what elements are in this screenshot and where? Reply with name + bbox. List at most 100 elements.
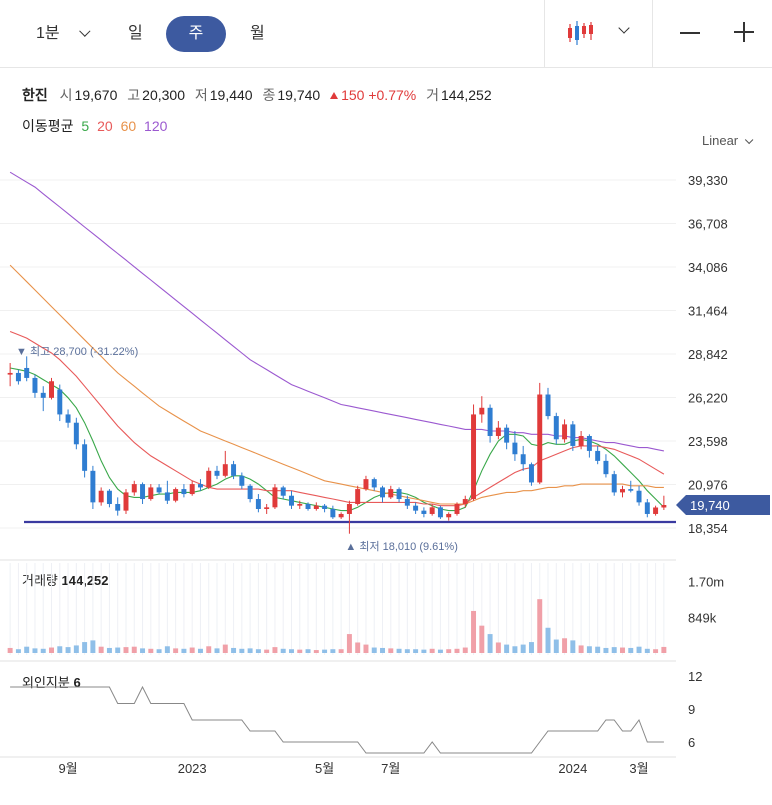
period-tab-month[interactable]: 월: [250, 25, 265, 42]
change-value: 150: [341, 87, 365, 103]
volume-bar: [90, 640, 96, 653]
minus-icon[interactable]: [680, 32, 700, 34]
volume-bar: [156, 649, 162, 653]
candle-body: [586, 435, 592, 451]
candle-body: [156, 487, 162, 493]
candle-body: [330, 508, 336, 518]
candle-body: [297, 504, 303, 506]
candle-body: [570, 424, 576, 446]
period-tab-day[interactable]: 일: [128, 25, 143, 42]
volume-bar: [371, 647, 377, 653]
volume-bar: [289, 649, 294, 653]
volume-bar: [553, 639, 559, 653]
price-axis-tick: 28,842: [688, 347, 728, 362]
period-tab-week[interactable]: 주: [166, 16, 226, 52]
candlestick-icon[interactable]: [567, 20, 595, 46]
interval-label: 1분: [36, 25, 60, 42]
volume-bar: [231, 647, 237, 653]
plus-icon[interactable]: [734, 22, 754, 42]
candle-body: [305, 504, 311, 509]
candle-body: [446, 513, 452, 518]
low-marker-label: ▲ 최저 18,010 (9.61%): [345, 540, 457, 553]
candle-body: [429, 507, 435, 514]
price-axis-tick: 36,708: [688, 217, 728, 232]
volume-bar: [562, 638, 568, 653]
interval-dropdown[interactable]: 1분: [36, 16, 91, 52]
ma-legend-120: 120: [144, 118, 168, 134]
x-axis-tick: 2024: [558, 761, 587, 776]
candle-body: [371, 479, 377, 488]
candle-body: [562, 424, 568, 440]
candle-body: [479, 407, 485, 415]
candle-body: [404, 499, 410, 506]
volume-bar: [603, 647, 609, 653]
quote-summary: 한진 시 19,670 고 20,300 저 19,440 종 19,740 150 +…: [22, 85, 498, 105]
foreign-axis-tick: 12: [688, 669, 702, 684]
volume-bar: [330, 649, 336, 653]
ma-line-20: [9, 330, 665, 507]
volume-bar: [264, 649, 270, 653]
ma-line-5: [9, 367, 665, 512]
candle-body: [396, 489, 402, 500]
candle-body: [247, 485, 253, 500]
candle-body: [553, 416, 559, 440]
volume-bar: [338, 649, 344, 653]
ma-legend-20: 20: [97, 118, 113, 134]
volume-bar: [40, 648, 46, 653]
volume-bar: [82, 642, 88, 653]
volume-bar: [189, 647, 195, 653]
volume-bar: [586, 646, 592, 653]
moving-average-legend[interactable]: 이동평균 5 20 60 120: [22, 116, 171, 136]
candle-body: [421, 510, 427, 514]
volume-bar: [131, 646, 137, 653]
candle-body: [197, 484, 203, 488]
volume-panel-label: 거래량: [22, 573, 58, 588]
candle-body: [528, 464, 534, 483]
volume-bar: [239, 648, 245, 653]
candle-body: [380, 487, 385, 498]
high-marker-label: ▼ 최고 28,700 (-31.22%): [16, 345, 138, 358]
volume-bar: [413, 649, 419, 653]
scale-mode-dropdown[interactable]: Linear: [702, 133, 754, 148]
open-label: 시: [59, 87, 73, 103]
volume-bar: [437, 649, 443, 653]
volume-bar: [297, 649, 303, 653]
candle-body: [413, 505, 419, 511]
scale-mode-label: Linear: [702, 133, 739, 148]
volume-bar: [595, 646, 601, 653]
volume-bar: [305, 649, 311, 653]
candle-body: [140, 484, 146, 500]
candle-body: [32, 377, 38, 393]
candle-body: [388, 489, 394, 498]
volume-bar: [570, 640, 576, 653]
foreign-ratio-line: [10, 685, 664, 754]
candle-body: [595, 450, 601, 461]
candle-body: [65, 414, 71, 423]
chart-toolbar: 1분 일 주 월: [0, 0, 772, 68]
x-axis-tick: 7월: [381, 761, 400, 776]
candle-body: [189, 484, 195, 495]
volume-bar: [115, 647, 121, 653]
volume-bar: [462, 647, 468, 653]
up-triangle-icon: [330, 92, 339, 99]
volume-value: 144,252: [441, 87, 492, 103]
high-value: 20,300: [142, 87, 185, 103]
volume-bar: [123, 647, 129, 653]
candle-body: [82, 444, 88, 471]
low-label: 저: [194, 87, 208, 103]
volume-bar: [32, 648, 38, 653]
ma-line-60: [9, 264, 664, 505]
close-label: 종: [262, 87, 276, 103]
volume-bar: [446, 649, 452, 653]
volume-bar: [661, 646, 667, 653]
candle-body: [355, 489, 361, 505]
volume-bar: [206, 646, 212, 653]
candle-body: [628, 489, 634, 491]
volume-bar: [454, 648, 460, 653]
volume-bar: [520, 644, 526, 653]
volume-bar: [24, 646, 30, 653]
price-axis-tick: 39,330: [688, 173, 728, 188]
volume-bar: [49, 647, 54, 653]
volume-bar: [57, 646, 63, 653]
